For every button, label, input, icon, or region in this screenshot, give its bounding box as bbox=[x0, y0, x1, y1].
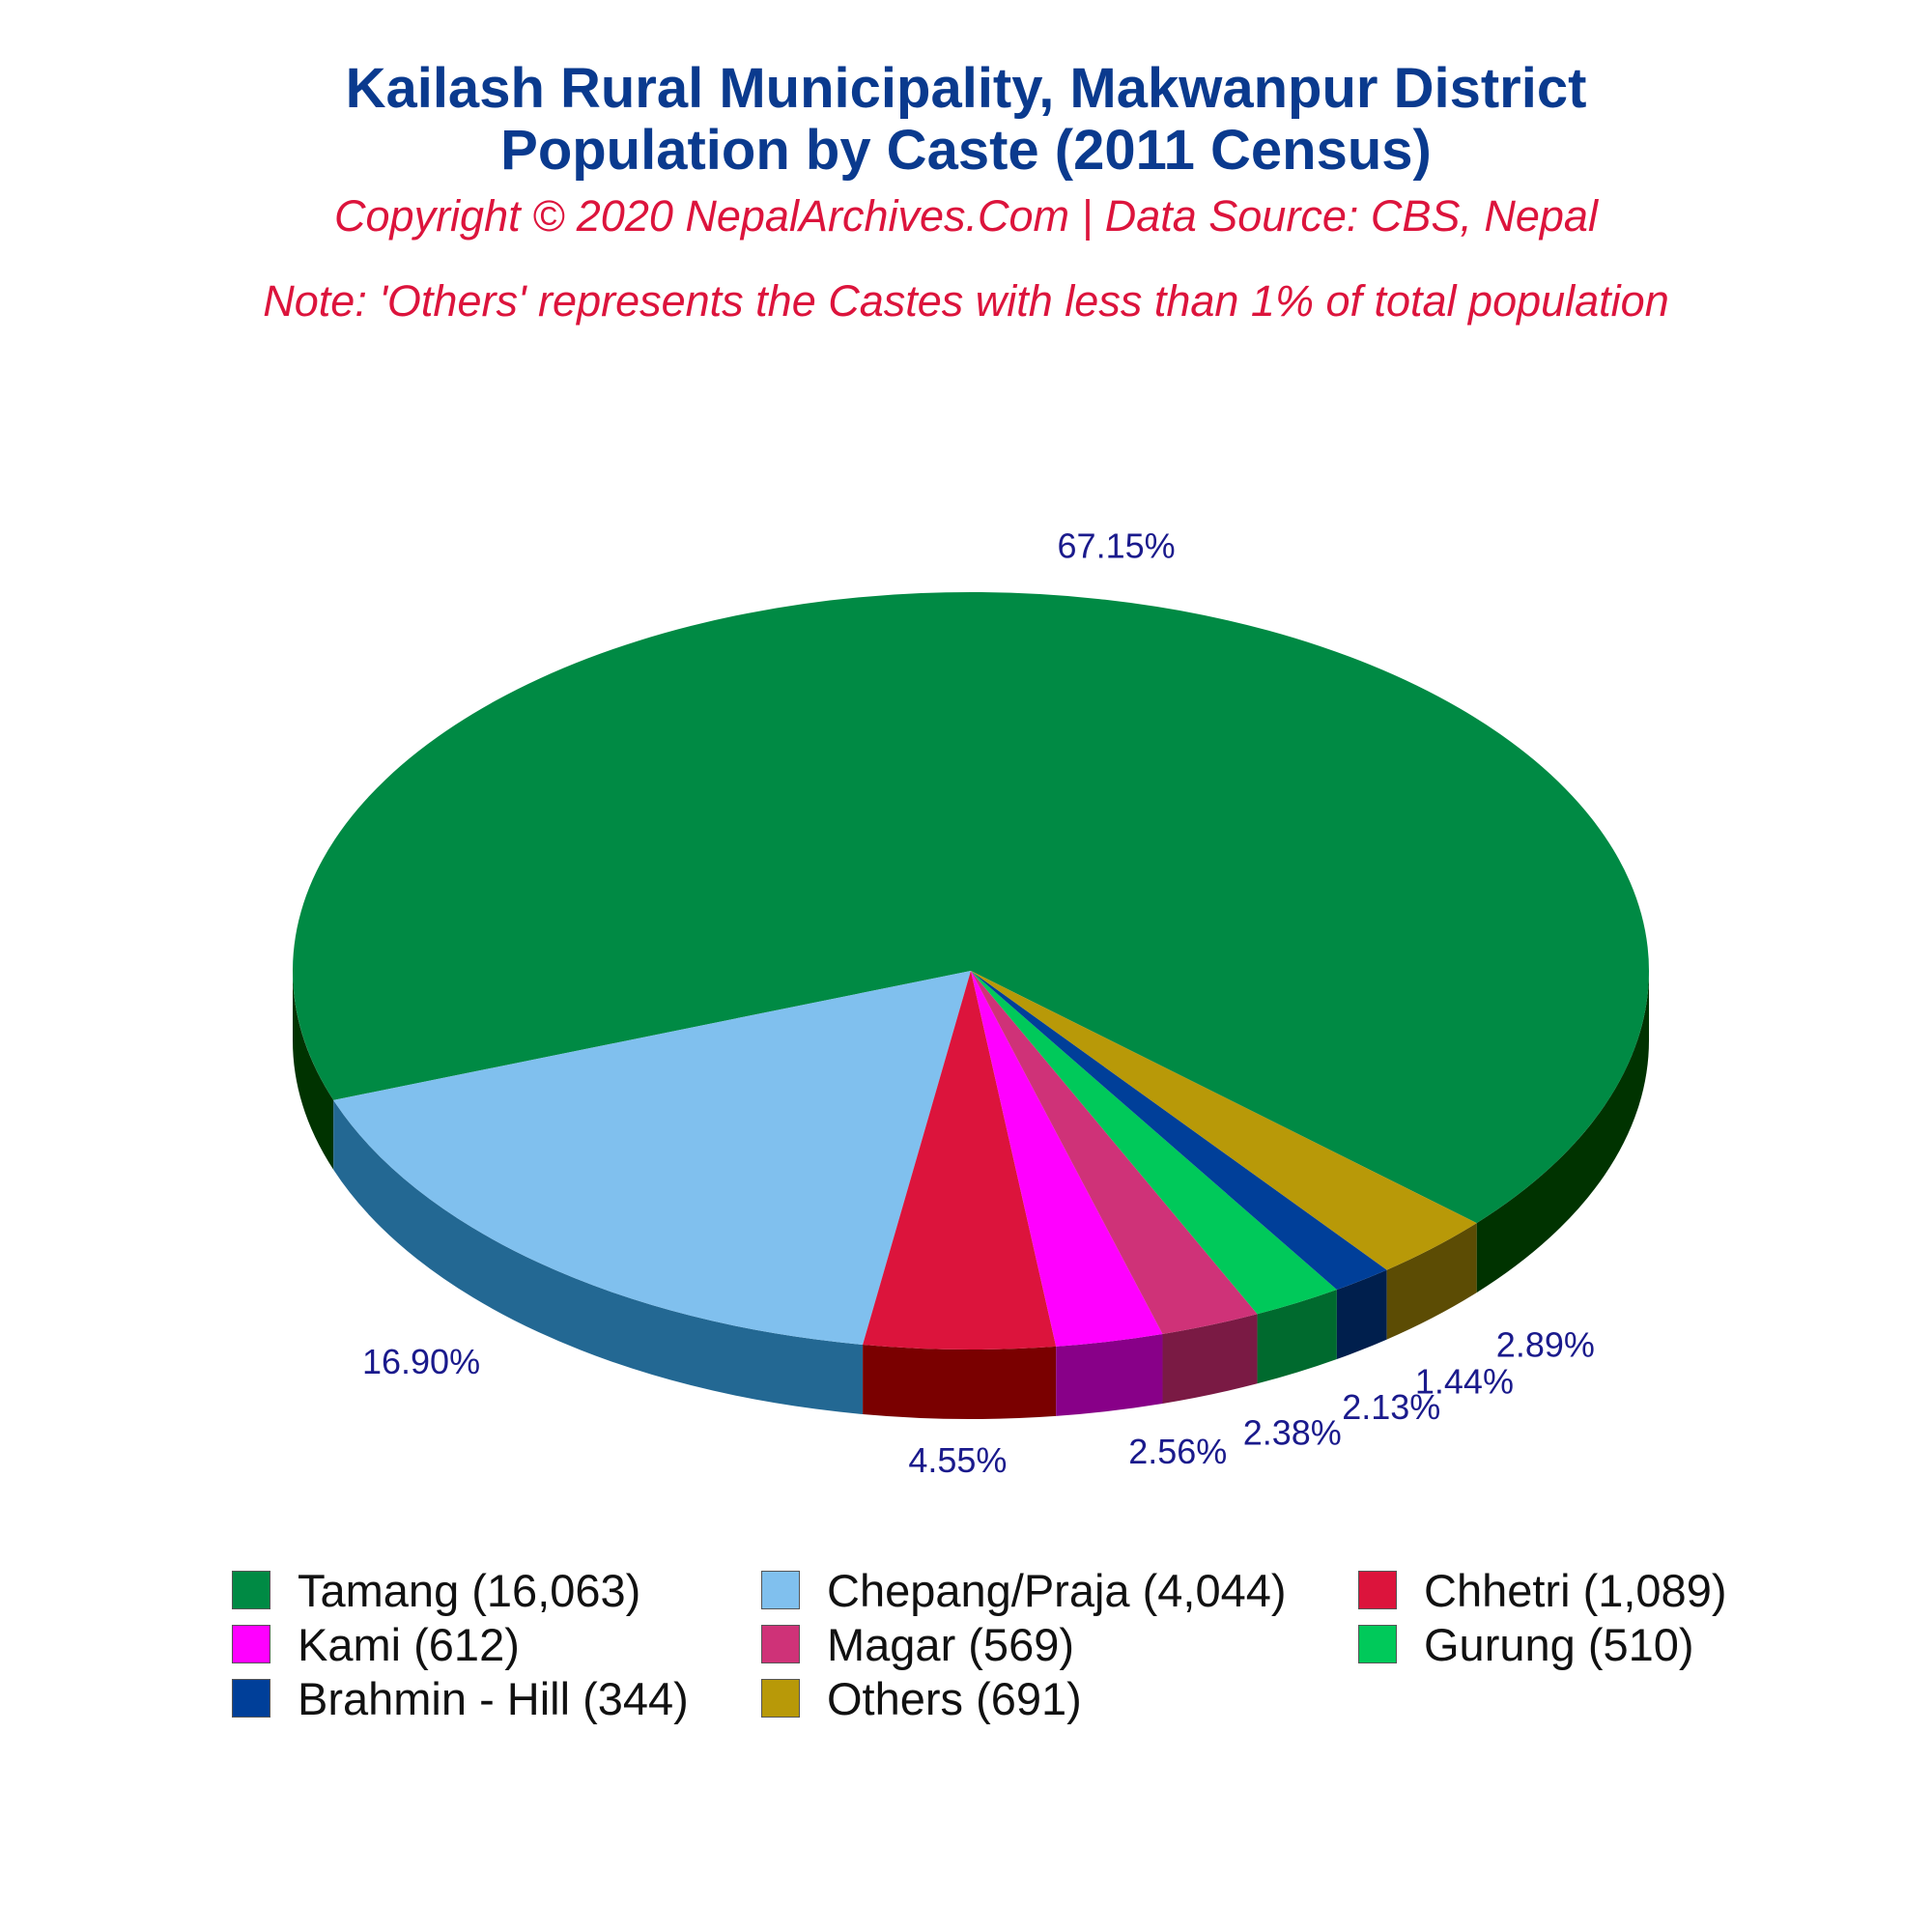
legend-swatch bbox=[1358, 1625, 1397, 1663]
pie-side-chhetri bbox=[863, 1344, 1057, 1420]
pie-side-tamang bbox=[293, 971, 334, 1170]
pie-sides bbox=[293, 971, 1649, 1420]
legend-item-chepang-praja: Chepang/Praja (4,044) bbox=[761, 1563, 1287, 1617]
pie-tops bbox=[292, 591, 1649, 1350]
pie-side-others bbox=[1386, 1223, 1477, 1340]
legend-label: Magar (569) bbox=[827, 1618, 1074, 1670]
legend-label: Chepang/Praja (4,044) bbox=[827, 1564, 1287, 1616]
pie-side-tamang bbox=[1476, 971, 1649, 1293]
legend-label: Chhetri (1,089) bbox=[1424, 1564, 1727, 1616]
chart-subtitle: Copyright © 2020 NepalArchives.Com | Dat… bbox=[334, 191, 1598, 241]
pie-slice-chepang-praja bbox=[333, 971, 971, 1345]
legend-label: Tamang (16,063) bbox=[298, 1564, 641, 1616]
legend-swatch bbox=[761, 1625, 800, 1663]
chart-note: Note: 'Others' represents the Castes wit… bbox=[263, 276, 1669, 326]
pie-slice-brahmin-hill bbox=[971, 971, 1387, 1291]
pie-slice-tamang bbox=[292, 591, 1649, 1224]
legend-item-magar: Magar (569) bbox=[761, 1617, 1074, 1671]
pie-side-chepang-praja bbox=[333, 1099, 864, 1414]
pie-label-others: 2.89% bbox=[1496, 1325, 1595, 1365]
legend-label: Others (691) bbox=[827, 1672, 1082, 1724]
legend-swatch bbox=[761, 1571, 800, 1609]
pie-label-chepang-praja: 16.90% bbox=[362, 1342, 480, 1381]
pie-slice-gurung bbox=[971, 971, 1337, 1315]
legend-item-kami: Kami (612) bbox=[232, 1617, 520, 1671]
pie-slice-kami bbox=[971, 971, 1163, 1347]
pie-label-kami: 2.56% bbox=[1128, 1432, 1227, 1471]
legend-swatch bbox=[232, 1571, 270, 1609]
pie-side-kami bbox=[1056, 1333, 1163, 1416]
legend-label: Brahmin - Hill (344) bbox=[298, 1672, 689, 1724]
legend-item-tamang: Tamang (16,063) bbox=[232, 1563, 640, 1617]
pie-label-magar: 2.38% bbox=[1243, 1413, 1342, 1453]
legend-label: Kami (612) bbox=[298, 1618, 520, 1670]
legend-item-chhetri: Chhetri (1,089) bbox=[1358, 1563, 1727, 1617]
pie-side-magar bbox=[1162, 1314, 1258, 1404]
pie-label-brahmin-hill: 1.44% bbox=[1415, 1362, 1514, 1402]
chart-header: Kailash Rural Municipality, Makwanpur Di… bbox=[0, 58, 1932, 327]
pie-labels: 67.15% 16.90% 4.55% 2.56% 2.38%2.13%1.44%2.8… bbox=[362, 526, 1595, 1481]
legend-item-gurung: Gurung (510) bbox=[1358, 1617, 1694, 1671]
pie-label-gurung: 2.13% bbox=[1342, 1387, 1440, 1427]
pie-label-tamang: 67.15% bbox=[1058, 526, 1176, 566]
legend-item-others: Others (691) bbox=[761, 1671, 1082, 1725]
legend-swatch bbox=[761, 1679, 800, 1718]
legend-label: Gurung (510) bbox=[1424, 1618, 1694, 1670]
legend-swatch bbox=[232, 1679, 270, 1718]
legend-swatch bbox=[232, 1625, 270, 1663]
pie-label-chhetri: 4.55% bbox=[908, 1440, 1007, 1480]
pie-slice-magar bbox=[971, 971, 1258, 1334]
pie-side-gurung bbox=[1257, 1290, 1337, 1384]
legend-swatch bbox=[1358, 1571, 1397, 1609]
pie-slice-chhetri bbox=[863, 971, 1057, 1350]
chart-title-line2: Population by Caste (2011 Census) bbox=[500, 119, 1432, 182]
pie-slice-others bbox=[971, 971, 1477, 1270]
legend-item-brahmin-hill: Brahmin - Hill (344) bbox=[232, 1671, 689, 1725]
chart-title-line1: Kailash Rural Municipality, Makwanpur Di… bbox=[345, 57, 1587, 120]
pie-side-brahmin-hill bbox=[1336, 1269, 1387, 1360]
